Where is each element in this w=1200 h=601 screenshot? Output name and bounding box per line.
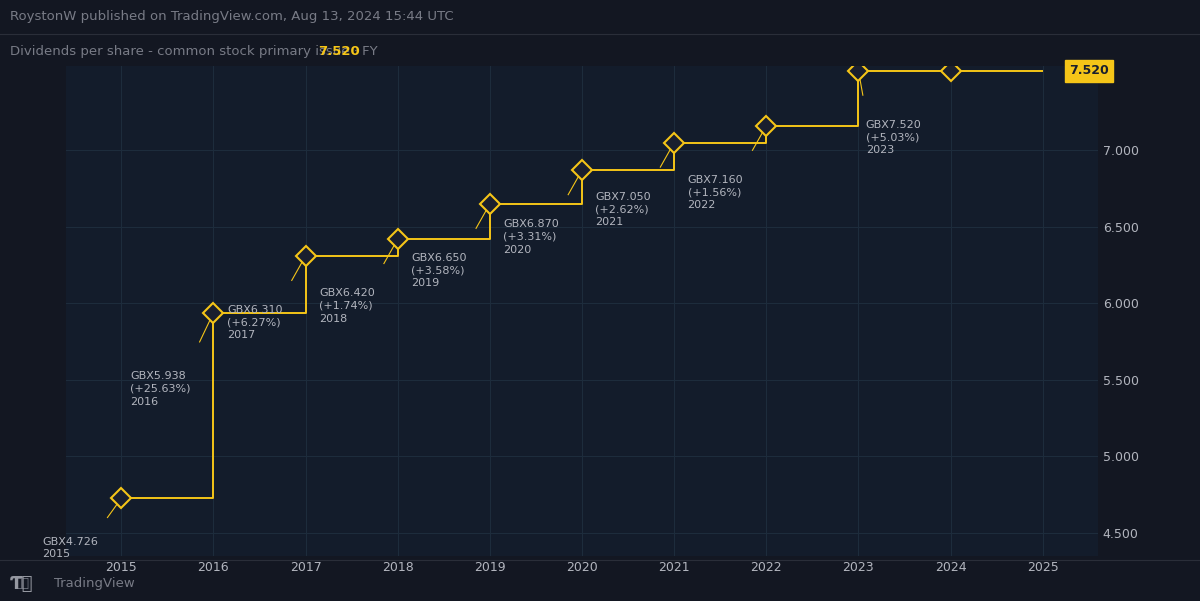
Text: 7.520: 7.520 — [1069, 64, 1109, 77]
Text: GBX6.650
(+3.58%)
2019: GBX6.650 (+3.58%) 2019 — [412, 253, 467, 288]
Text: GBX6.420
(+1.74%)
2018: GBX6.420 (+1.74%) 2018 — [319, 288, 374, 324]
Text: GBX7.160
(+1.56%)
2022: GBX7.160 (+1.56%) 2022 — [688, 175, 743, 210]
Text: TradingView: TradingView — [54, 578, 134, 590]
Text: GBX5.938
(+25.63%)
2016: GBX5.938 (+25.63%) 2016 — [130, 371, 191, 407]
Text: 7.520: 7.520 — [318, 44, 360, 58]
Text: Ƭ𝐕: Ƭ𝐕 — [10, 575, 34, 593]
Text: GBX4.726
2015: GBX4.726 2015 — [42, 537, 98, 560]
Text: Dividends per share - common stock primary issue · FY: Dividends per share - common stock prima… — [10, 44, 385, 58]
Text: GBX7.520
(+5.03%)
2023: GBX7.520 (+5.03%) 2023 — [865, 120, 922, 155]
Text: 🅃🅅: 🅃🅅 — [14, 578, 29, 590]
Text: GBX6.870
(+3.31%)
2020: GBX6.870 (+3.31%) 2020 — [503, 219, 559, 255]
Text: GBX7.050
(+2.62%)
2021: GBX7.050 (+2.62%) 2021 — [595, 192, 652, 227]
Text: RoystonW published on TradingView.com, Aug 13, 2024 15:44 UTC: RoystonW published on TradingView.com, A… — [10, 10, 454, 23]
Text: GBX6.310
(+6.27%)
2017: GBX6.310 (+6.27%) 2017 — [227, 305, 282, 341]
